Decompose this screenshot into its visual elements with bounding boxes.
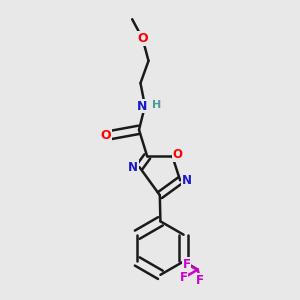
Text: O: O: [173, 148, 183, 161]
Text: N: N: [128, 161, 138, 174]
Text: F: F: [182, 258, 190, 271]
Text: N: N: [137, 100, 147, 112]
Text: H: H: [152, 100, 161, 110]
Text: F: F: [179, 272, 188, 284]
Text: O: O: [100, 129, 111, 142]
Text: O: O: [137, 32, 148, 45]
Text: F: F: [196, 274, 204, 286]
Text: N: N: [182, 174, 192, 187]
